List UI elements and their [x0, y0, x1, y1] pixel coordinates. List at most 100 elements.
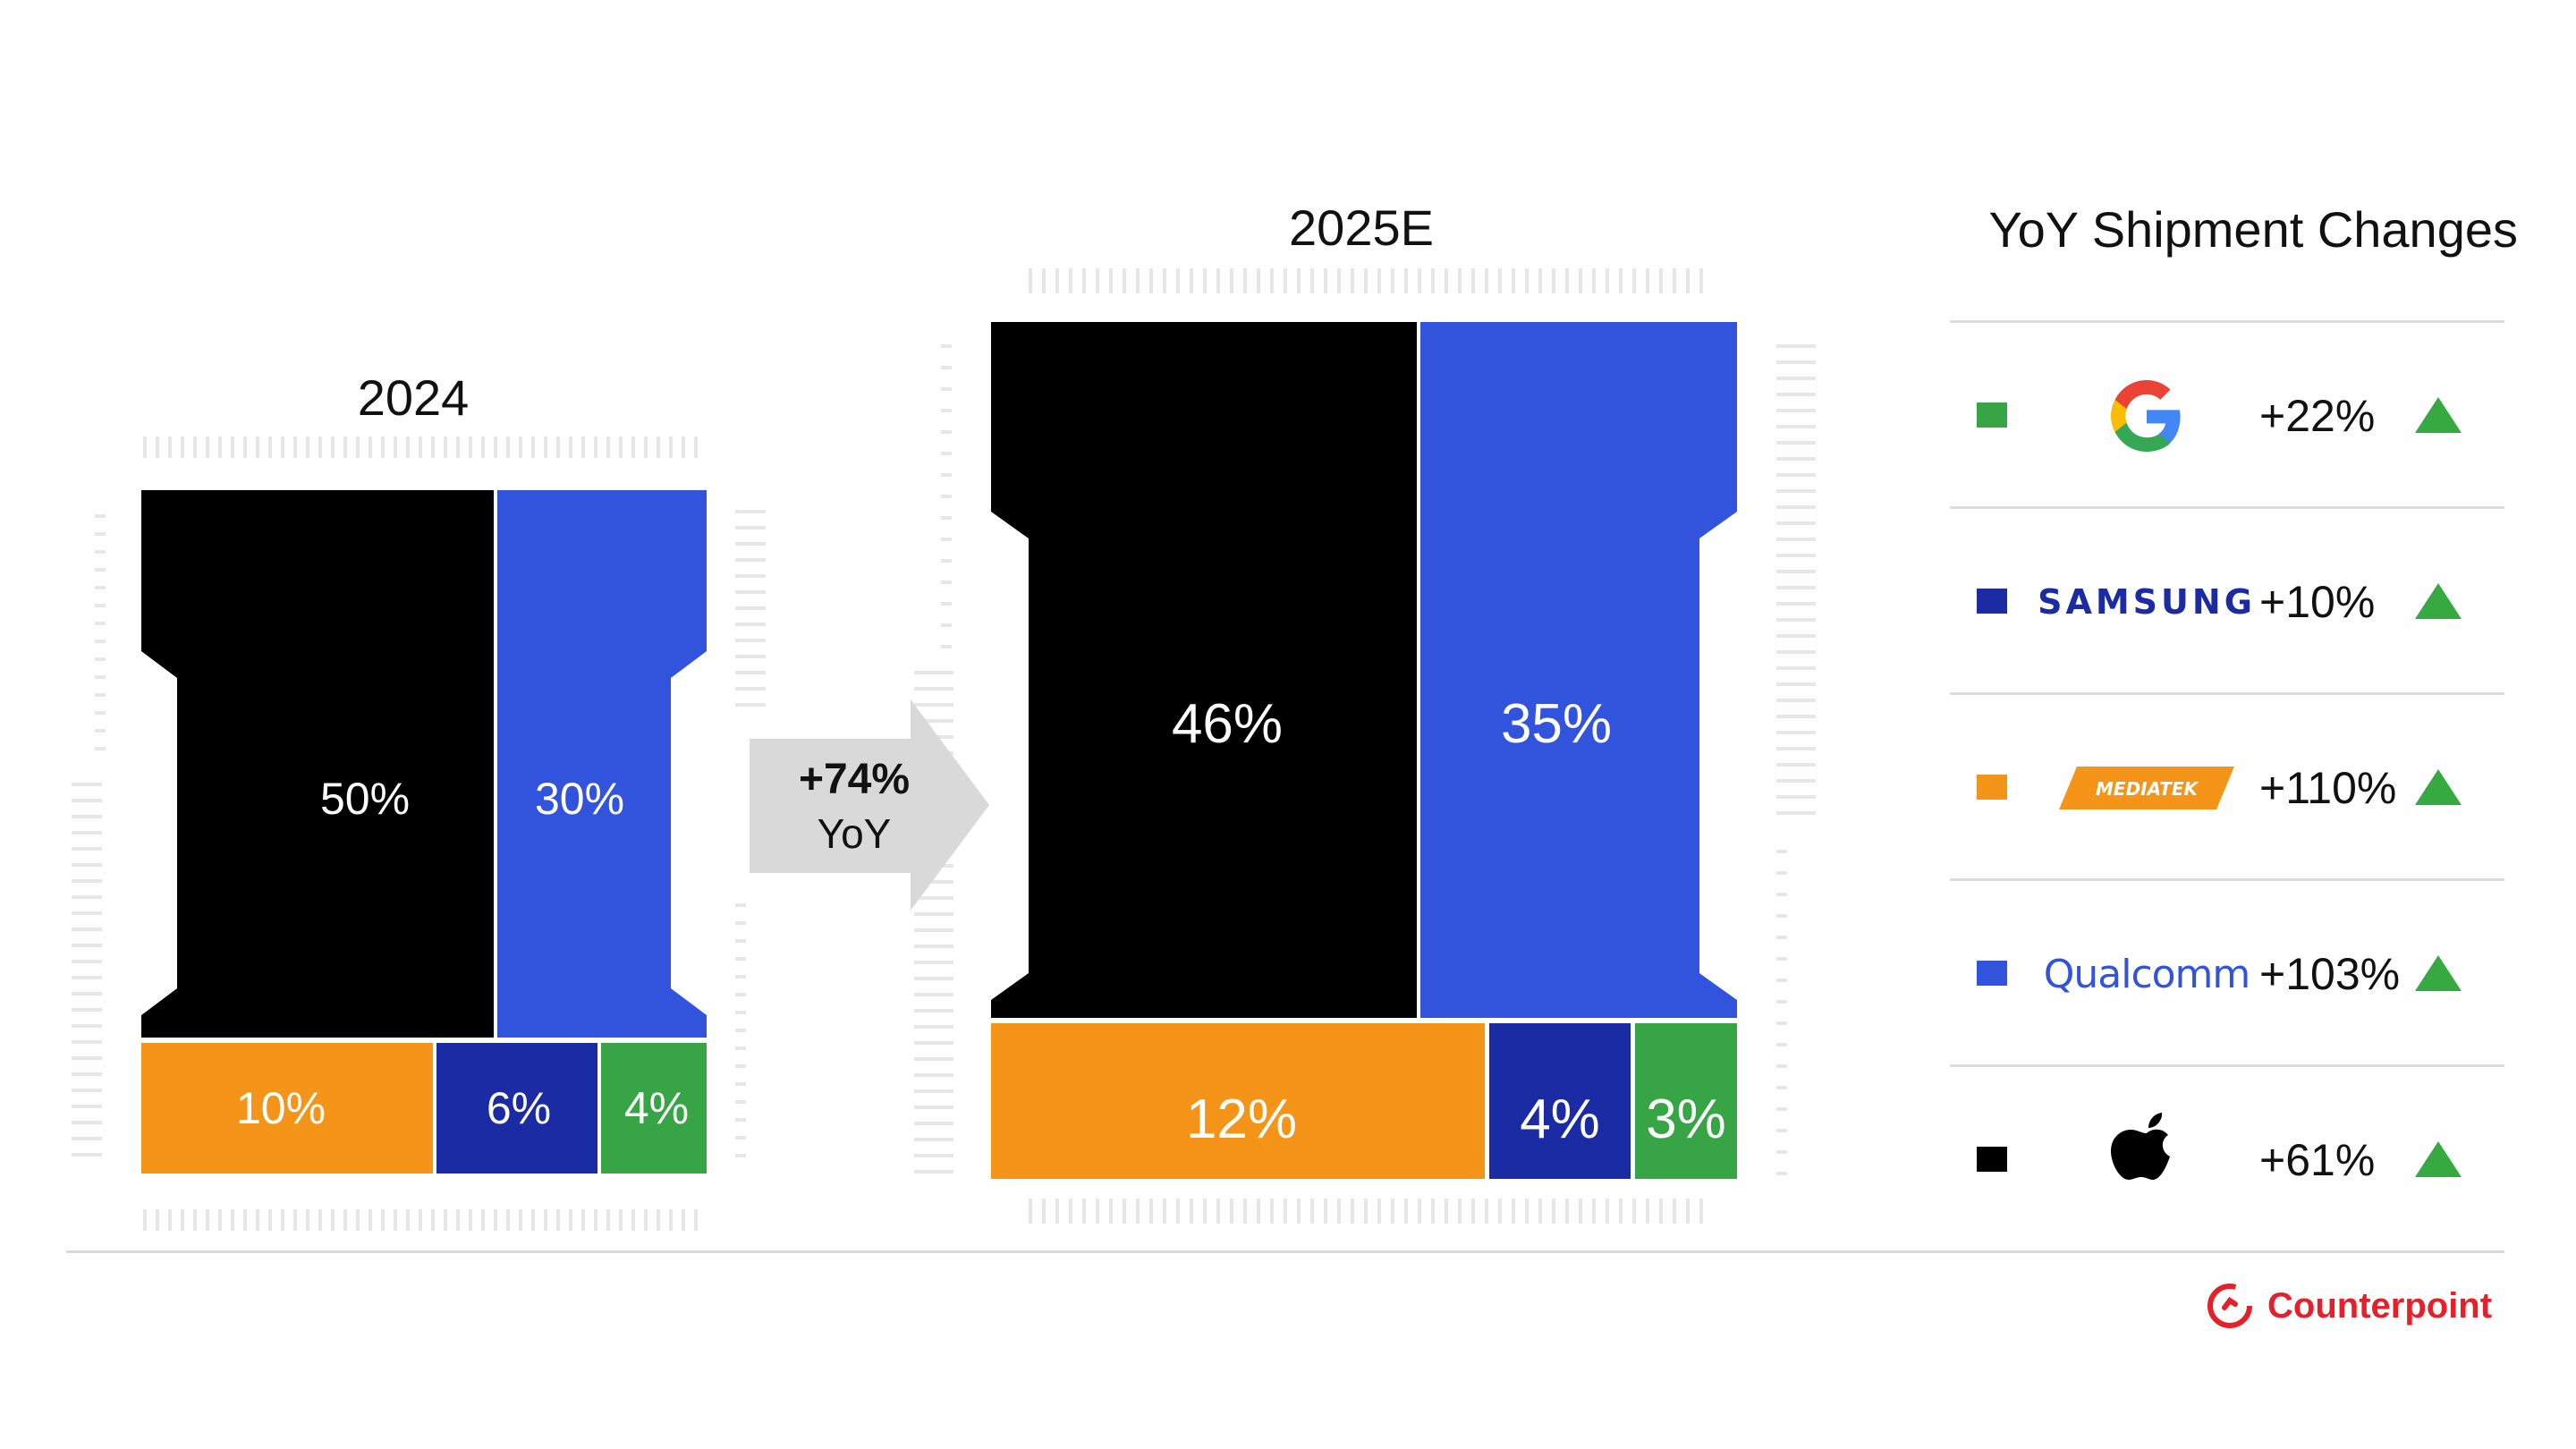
label-2024-navy: 6%	[487, 1083, 551, 1133]
legend-swatch-mediatek	[1977, 775, 2007, 800]
chip-pin	[1776, 393, 1816, 396]
legend-row-google: +22%	[1950, 324, 2504, 503]
chip-pin	[1776, 425, 1816, 428]
legend-change-google: +22%	[2259, 391, 2376, 441]
samsung-wordmark: SAMSUNG	[2038, 582, 2256, 622]
chip-pin	[735, 639, 766, 642]
chip-pin	[1377, 1199, 1381, 1224]
chip-pin	[914, 961, 953, 964]
chip-pin	[72, 847, 102, 851]
chip-pin	[1776, 811, 1816, 815]
chip-pin	[1619, 268, 1623, 293]
chip-pin	[735, 1046, 746, 1050]
chip-pin	[594, 1209, 597, 1231]
chip-pin	[735, 1100, 746, 1104]
label-2025e-black: 46%	[1172, 693, 1283, 755]
chip-pin	[1538, 1199, 1542, 1224]
chip-pin	[1445, 1199, 1448, 1224]
legend-row-mediatek: MEDIATEK +110%	[1950, 696, 2504, 875]
chip-pin	[1776, 586, 1816, 589]
chip-pin	[268, 436, 272, 458]
chip-pin	[193, 1209, 197, 1231]
chip-pin	[619, 436, 623, 458]
chip-pin	[1659, 1199, 1663, 1224]
chip-pin	[1776, 979, 1787, 982]
chip-pin	[914, 945, 953, 948]
samsung-logo-icon: SAMSUNG	[2038, 562, 2252, 642]
chip-pin	[914, 1009, 953, 1013]
chip-pin	[1776, 957, 1787, 961]
chart-title-2024: 2024	[357, 369, 470, 426]
chip-pin	[481, 436, 485, 458]
chip-pin	[331, 436, 335, 458]
chip-pin	[735, 574, 766, 578]
chip-pin	[735, 590, 766, 594]
label-2024-orange: 10%	[236, 1083, 326, 1133]
chip-pin	[735, 1082, 746, 1086]
chip-pin	[735, 558, 766, 562]
qualcomm-logo-icon: Qualcomm	[2044, 934, 2251, 1014]
chip-pin	[1109, 1199, 1113, 1224]
chip-pin	[1776, 538, 1816, 541]
chip-pin	[1069, 268, 1072, 293]
chip-pin	[1431, 1199, 1435, 1224]
chip-pin	[1257, 268, 1260, 293]
chip-pin	[1699, 268, 1703, 293]
chip-pin	[735, 957, 746, 961]
chip-pin	[1776, 747, 1816, 750]
chip-pin	[1776, 618, 1816, 622]
chip-pin	[1485, 268, 1488, 293]
chip-pin	[256, 436, 259, 458]
chip-pin	[941, 409, 952, 412]
chip-pin	[1364, 268, 1368, 293]
chip-pin	[306, 436, 309, 458]
legend-row-qualcomm: Qualcomm +103%	[1950, 882, 2504, 1061]
legend-swatch-apple	[1977, 1147, 2007, 1172]
chip-pin	[1776, 850, 1787, 853]
chip-pin	[72, 895, 102, 899]
chip-pin	[1776, 1129, 1787, 1132]
segment-2024-black	[141, 490, 494, 1038]
chip-pin	[506, 436, 510, 458]
legend-divider	[1950, 320, 2504, 323]
counterpoint-logo: Counterpoint	[2205, 1281, 2492, 1331]
chip-pin	[1579, 1199, 1582, 1224]
chip-pin	[1391, 1199, 1394, 1224]
chip-pin	[694, 1209, 698, 1231]
chip-pin	[1216, 1199, 1220, 1224]
chip-pin	[506, 1209, 510, 1231]
chip-pin	[1404, 1199, 1408, 1224]
chip-pin	[735, 510, 766, 513]
legend-title: YoY Shipment Changes	[1988, 201, 2518, 258]
chip-pin	[243, 1209, 247, 1231]
chip-pin	[1270, 268, 1274, 293]
segment-2025e-navy	[1489, 1023, 1631, 1179]
label-2024-blue: 30%	[535, 774, 624, 824]
chip-pin	[1776, 602, 1816, 606]
chip-pin	[1109, 268, 1113, 293]
chip-pin	[1592, 268, 1596, 293]
chip-pin	[1055, 268, 1059, 293]
chip-pin	[569, 1209, 572, 1231]
chip-pin	[381, 436, 385, 458]
chip-pin	[143, 1209, 147, 1231]
chip-pin	[1619, 1199, 1623, 1224]
chip-pin	[431, 1209, 435, 1231]
chip-pin	[1297, 268, 1301, 293]
chip-pin	[1776, 795, 1816, 799]
legend-change-samsung: +10%	[2259, 577, 2376, 627]
chip-pin	[941, 602, 952, 606]
chip-pin	[735, 975, 746, 979]
chip-pin	[1606, 1199, 1609, 1224]
segment-2024-navy	[436, 1043, 597, 1174]
chip-pin	[735, 921, 746, 925]
chip-pin	[1136, 268, 1140, 293]
chip-pin	[1512, 1199, 1515, 1224]
chip-pin	[72, 976, 102, 979]
chip-pin	[1498, 1199, 1502, 1224]
chip-pin	[1310, 268, 1314, 293]
chip-pin	[1776, 521, 1816, 525]
chip-pin	[914, 896, 953, 900]
chip-pin	[268, 1209, 272, 1231]
